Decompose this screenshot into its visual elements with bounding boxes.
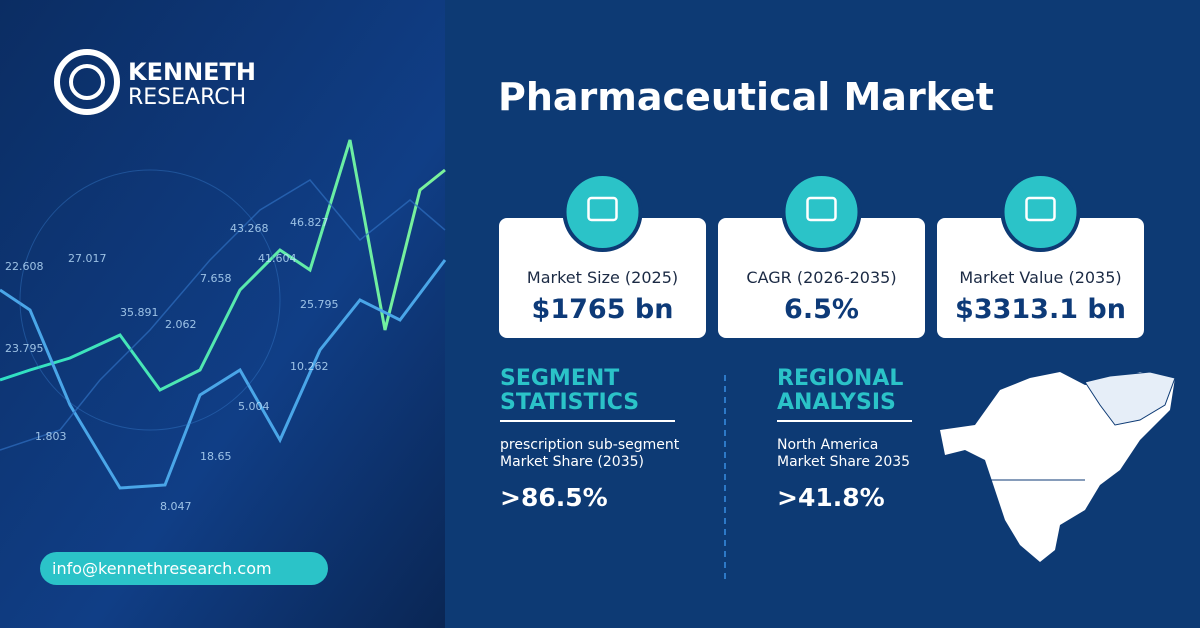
background-label: 27.017 (68, 252, 107, 265)
logo-mark (69, 64, 105, 100)
section-description: Market Share (2035) (500, 454, 644, 470)
background-label: 1.803 (35, 430, 67, 443)
background-label: 2.062 (165, 318, 197, 331)
deco-ring (19, 169, 281, 431)
decorative-chart: 22.608 27.017 23.795 35.891 1.803 2.062 7.658 4… (0, 139, 447, 513)
card-icon (1000, 172, 1081, 252)
section-description: prescription sub-segment (500, 437, 680, 453)
background-label: 7.658 (200, 272, 232, 285)
card-icon (781, 172, 862, 252)
background-label: 41.604 (258, 252, 297, 265)
brand-name: KENNETH (128, 58, 256, 86)
background-label: 23.795 (5, 342, 44, 355)
background-label: 10.262 (290, 360, 329, 373)
logo: KENNETH RESEARCH (54, 49, 256, 115)
section-heading: ANALYSIS (777, 390, 896, 415)
background-label: 25.795 (300, 298, 339, 311)
icon-glyph (1025, 196, 1056, 222)
stat-card (718, 218, 925, 338)
background-label: 8.047 (160, 500, 192, 513)
background-label: 35.891 (120, 306, 159, 319)
background-label: 18.65 (200, 450, 232, 463)
background-label: 22.608 (5, 260, 44, 273)
card-label: Market Value (2035) (959, 268, 1121, 287)
icon-glyph (587, 196, 618, 222)
card-value: $3313.1 bn (955, 294, 1126, 325)
section-heading: STATISTICS (500, 390, 639, 415)
map (940, 371, 1176, 562)
card-icon (562, 172, 643, 252)
icon-glyph (806, 196, 837, 222)
card-label: CAGR (2026-2035) (746, 268, 896, 287)
card-value: 6.5% (784, 294, 859, 325)
title: Pharmaceutical Market (498, 75, 994, 119)
section-description: North America (777, 437, 878, 453)
background-label: 43.268 (230, 222, 269, 235)
logo-mark (54, 49, 120, 115)
left-panel (0, 0, 445, 628)
greenland (1084, 371, 1176, 426)
background-label: 46.827 (290, 216, 329, 229)
deco-line (0, 179, 446, 451)
deco-line (0, 259, 447, 490)
background-label: 5.004 (238, 400, 270, 413)
contact-pill (40, 552, 328, 585)
card-label: Market Size (2025) (527, 268, 678, 287)
section-description: Market Share 2035 (777, 454, 910, 470)
section-heading: REGIONAL (777, 366, 903, 391)
deco-line (0, 139, 446, 392)
section-heading: SEGMENT (500, 366, 619, 391)
brand-name: RESEARCH (128, 85, 246, 110)
section-value: >41.8% (777, 483, 885, 512)
contact-email: info@kennethresearch.com (52, 559, 272, 578)
card-value: $1765 bn (532, 294, 674, 325)
stat-card (499, 218, 706, 338)
section-value: >86.5% (500, 483, 608, 512)
stat-card (937, 218, 1144, 338)
